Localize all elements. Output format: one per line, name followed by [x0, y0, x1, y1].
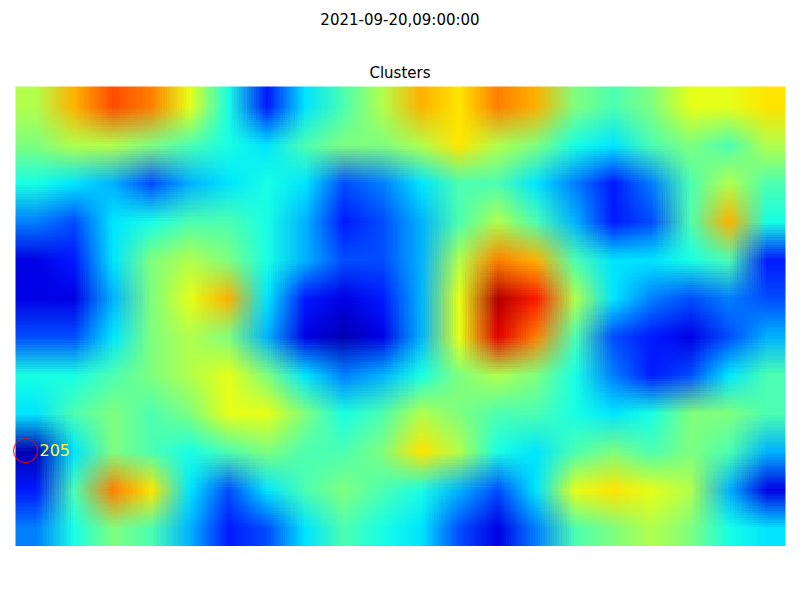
- svg-text:205: 205: [40, 441, 71, 460]
- html-text:2021-09-20,09:00:00: 2021-09-20,09:00:00: [320, 11, 480, 29]
- html-text:Clusters: Clusters: [369, 64, 431, 82]
